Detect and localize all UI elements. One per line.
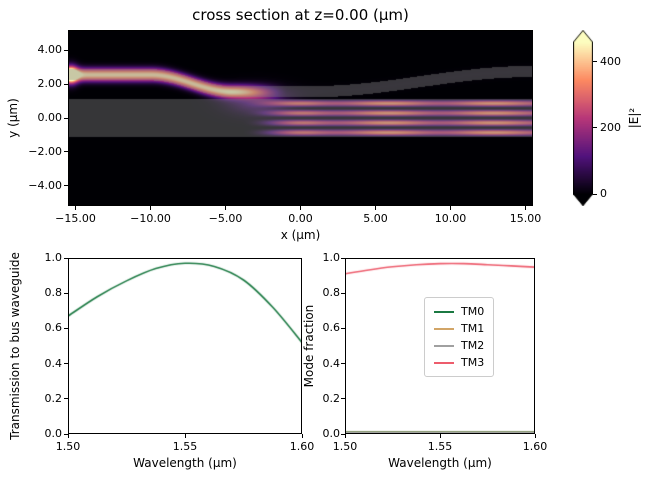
y-tick-mark xyxy=(341,292,345,294)
y-tick-mark xyxy=(64,117,68,119)
x-tick-label: −10.00 xyxy=(130,212,171,225)
colorbar-tick-label: 0 xyxy=(600,187,607,200)
x-tick-label: 1.55 xyxy=(427,440,453,453)
y-tick-mark xyxy=(341,433,345,435)
x-tick-mark xyxy=(150,206,151,210)
x-tick-label: 15.00 xyxy=(509,212,542,225)
y-tick-mark xyxy=(341,398,345,400)
y-tick-label: −2.00 xyxy=(28,144,62,158)
x-tick-mark xyxy=(184,434,186,438)
x-tick-label: 0.00 xyxy=(288,212,313,225)
y-tick-label: 0.2 xyxy=(322,391,341,405)
x-tick-label: 5.00 xyxy=(363,212,388,225)
legend-line-swatch xyxy=(434,327,454,330)
x-tick-mark xyxy=(534,434,536,438)
mode-fraction-ylabel: Mode fraction xyxy=(302,304,316,388)
x-tick-mark xyxy=(300,206,301,210)
x-tick-mark xyxy=(301,434,303,438)
y-tick-label: 1.0 xyxy=(44,251,63,264)
y-tick-label: −4.00 xyxy=(28,178,62,192)
y-tick-mark xyxy=(341,327,345,329)
mode-fraction-xlabel: Wavelength (μm) xyxy=(388,456,492,470)
legend-line-swatch xyxy=(434,361,454,364)
heatmap-ylabel: y (μm) xyxy=(6,98,20,138)
x-tick-mark xyxy=(344,434,346,438)
y-tick-label: 0.8 xyxy=(44,286,63,300)
y-tick-label: 4.00 xyxy=(37,43,63,57)
legend-label: TM1 xyxy=(461,322,485,335)
y-tick-label: 0.6 xyxy=(322,321,341,335)
x-tick-label: 10.00 xyxy=(434,212,467,225)
y-tick-label: 0.2 xyxy=(44,391,63,405)
colorbar-tick-label: 400 xyxy=(600,54,621,68)
y-tick-mark xyxy=(341,257,345,259)
x-tick-label: −5.00 xyxy=(208,212,243,225)
x-tick-label: 1.60 xyxy=(289,440,315,453)
legend-label: TM0 xyxy=(461,305,485,318)
y-tick-mark xyxy=(64,327,68,329)
y-tick-mark xyxy=(64,83,68,85)
colorbar-canvas xyxy=(573,30,593,206)
transmission-plot-canvas xyxy=(68,258,302,434)
y-tick-label: 0.8 xyxy=(322,286,341,300)
x-tick-mark xyxy=(67,434,69,438)
legend-item: TM1 xyxy=(434,320,484,337)
y-tick-mark xyxy=(64,398,68,400)
x-tick-label: 1.50 xyxy=(55,440,81,453)
x-tick-label: −15.00 xyxy=(55,212,96,225)
y-tick-mark xyxy=(341,363,345,365)
legend-line-swatch xyxy=(434,344,454,347)
y-tick-mark xyxy=(64,292,68,294)
heatmap-title: cross section at z=0.00 (μm) xyxy=(192,6,409,24)
y-tick-mark xyxy=(64,151,68,153)
heatmap-xlabel: x (μm) xyxy=(280,228,321,242)
legend: TM0 TM1 TM2 TM3 xyxy=(424,297,495,377)
transmission-ylabel: Transmission to bus waveguide xyxy=(8,252,22,440)
y-tick-label: 0.6 xyxy=(44,321,63,335)
x-tick-mark xyxy=(525,206,526,210)
legend-label: TM3 xyxy=(461,356,485,369)
y-tick-label: 0.4 xyxy=(44,356,63,370)
y-tick-label: 0.0 xyxy=(322,427,341,440)
x-tick-label: 1.50 xyxy=(332,440,358,453)
y-tick-mark xyxy=(64,185,68,187)
colorbar-tick-mark xyxy=(593,193,597,195)
y-tick-mark xyxy=(64,363,68,365)
legend-item: TM3 xyxy=(434,354,484,371)
y-tick-mark xyxy=(64,257,68,259)
colorbar-tick-mark xyxy=(593,61,597,63)
x-tick-mark xyxy=(225,206,226,210)
x-tick-mark xyxy=(375,206,376,210)
x-tick-mark xyxy=(439,434,441,438)
y-tick-mark xyxy=(64,433,68,435)
legend-item: TM0 xyxy=(434,303,484,320)
legend-line-swatch xyxy=(434,310,454,313)
x-tick-mark xyxy=(75,206,76,210)
colorbar-tick-label: 200 xyxy=(600,120,621,134)
heatmap-canvas xyxy=(68,30,533,206)
legend-label: TM2 xyxy=(461,339,485,352)
x-tick-mark xyxy=(450,206,451,210)
y-tick-label: 0.4 xyxy=(322,356,341,370)
y-tick-label: 0.00 xyxy=(37,111,63,124)
y-tick-mark xyxy=(64,49,68,51)
y-tick-label: 1.0 xyxy=(322,251,341,264)
x-tick-label: 1.55 xyxy=(172,440,198,453)
colorbar-tick-mark xyxy=(593,127,597,129)
x-tick-label: 1.60 xyxy=(522,440,548,453)
transmission-xlabel: Wavelength (μm) xyxy=(133,456,237,470)
y-tick-label: 2.00 xyxy=(37,77,63,91)
y-tick-label: 0.0 xyxy=(44,427,63,440)
legend-item: TM2 xyxy=(434,337,484,354)
